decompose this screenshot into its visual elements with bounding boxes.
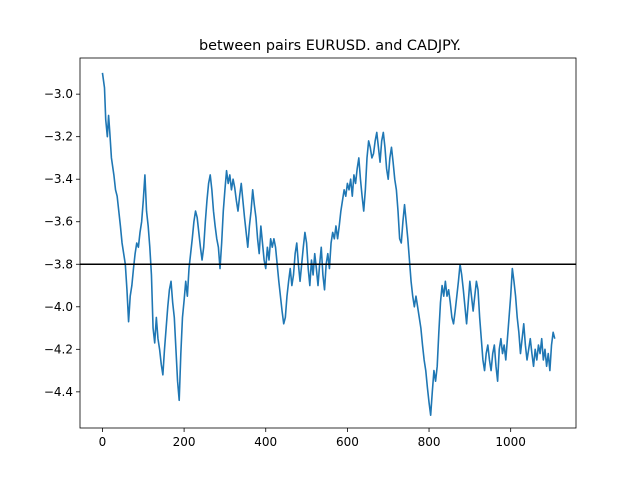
y-axis-ticks: −3.0 −3.2 −3.4 −3.6 −3.8 −4.0 −4.2 −4.4 [44,87,80,399]
x-tick-label: 600 [336,435,359,449]
y-tick-label: −3.6 [44,215,73,229]
x-tick-label: 0 [99,435,107,449]
chart-title: between pairs EURUSD. and CADJPY. [199,38,461,54]
x-axis-ticks: 0 200 400 600 800 1000 [99,428,526,449]
plot-frame [79,57,577,429]
y-tick-label: −3.8 [44,257,73,271]
y-tick-label: −4.4 [44,385,73,399]
series-line-0 [101,72,556,417]
y-tick-label: −3.2 [44,130,73,144]
x-tick-label: 1000 [495,435,526,449]
x-tick-label: 200 [173,435,196,449]
series-layer [101,72,556,417]
plot-area [80,58,576,428]
y-tick-label: −3.4 [44,172,73,186]
y-tick-label: −4.0 [44,300,73,314]
x-tick-label: 400 [254,435,277,449]
y-tick-label: −3.0 [44,87,73,101]
x-tick-label: 800 [418,435,441,449]
y-tick-label: −4.2 [44,342,73,356]
